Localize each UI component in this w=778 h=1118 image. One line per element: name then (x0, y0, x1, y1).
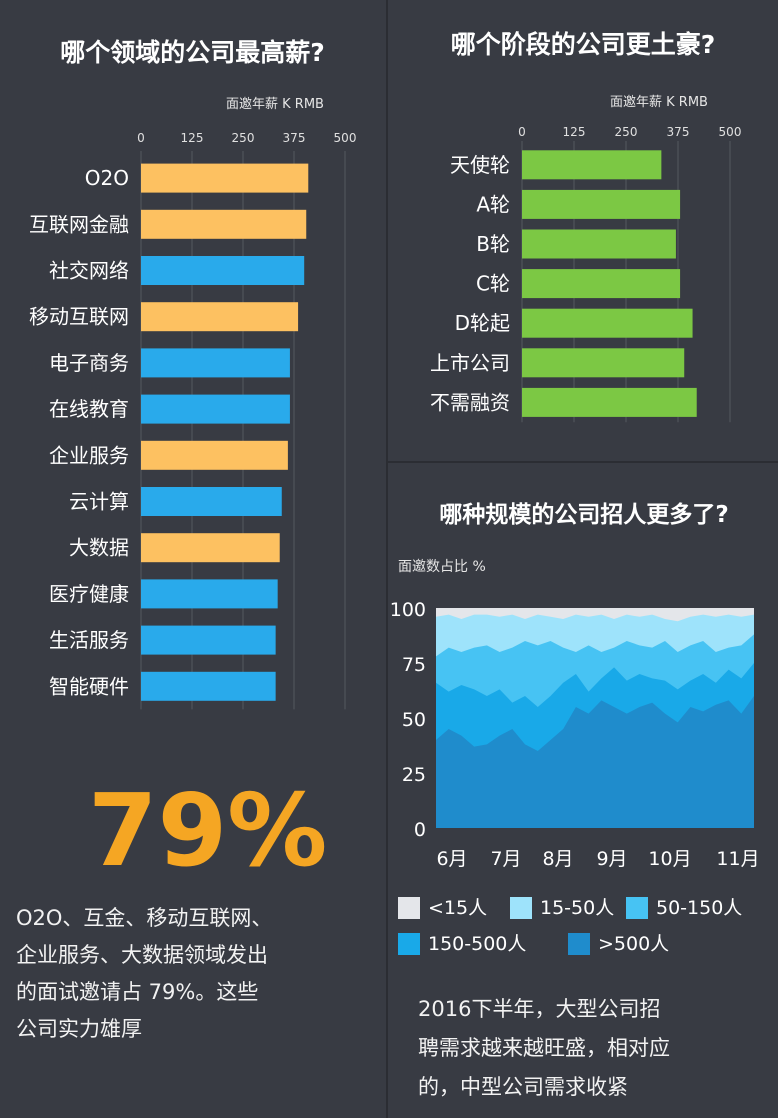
vertical-divider (386, 0, 388, 1118)
bar (522, 189, 681, 219)
category-label: C轮 (476, 272, 510, 296)
bar (141, 579, 278, 609)
chart1-title: 哪个领域的公司最高薪? (60, 38, 325, 67)
callout-line: 企业服务、大数据领域发出 (16, 943, 268, 967)
bar (141, 487, 282, 516)
tick-label: 0 (518, 125, 526, 139)
category-label: 在线教育 (49, 397, 129, 421)
category-label: 医疗健康 (49, 582, 129, 606)
bar (141, 302, 299, 332)
bar (141, 348, 290, 378)
category-label: 上市公司 (430, 351, 510, 375)
chart3-title: 哪种规模的公司招人更多了? (439, 502, 729, 528)
horizontal-divider (388, 461, 778, 463)
x-tick-label: 10月 (648, 848, 691, 870)
tick-label: 0 (137, 131, 145, 145)
category-label: B轮 (476, 232, 510, 256)
industry-salary-chart: 0 125 250 375 500 O2O 互联网金融社交网络移动互联网电子商务在线教育企业… (29, 131, 357, 710)
bar (522, 387, 697, 417)
bar (141, 394, 290, 424)
bar (522, 269, 681, 299)
chart1-unit-label: 面邀年薪 K RMB (226, 97, 324, 112)
bar (141, 533, 280, 563)
x-tick-label: 7月 (490, 848, 521, 870)
x-tick-label: 11月 (716, 848, 759, 870)
bar (141, 671, 276, 701)
legend-label: 15-50人 (540, 897, 614, 919)
y-tick-label: 25 (402, 764, 426, 786)
tick-label: 125 (563, 125, 586, 139)
category-label: 移动互联网 (29, 305, 129, 329)
legend-label: <15人 (428, 897, 487, 919)
note-line: 的，中型公司需求收紧 (418, 1075, 628, 1099)
category-label: 大数据 (69, 536, 129, 560)
legend-swatch (568, 933, 590, 955)
legend-swatch (398, 933, 420, 955)
category-label: 不需融资 (430, 390, 510, 414)
bar (141, 163, 309, 193)
note-text: 2016下半年，大型公司招 聘需求越来越旺盛，相对应 的，中型公司需求收紧 (418, 990, 670, 1107)
bar (141, 256, 305, 285)
legend-label: 50-150人 (656, 897, 742, 919)
bar (141, 209, 307, 239)
note-line: 2016下半年，大型公司招 (418, 997, 661, 1021)
category-label: 生活服务 (49, 628, 129, 652)
callout-line: O2O、互金、移动互联网、 (16, 906, 273, 930)
category-label: 互联网金融 (29, 212, 129, 236)
x-tick-label: 8月 (542, 848, 573, 870)
legend-swatch (510, 897, 532, 919)
tick-label: 250 (615, 125, 638, 139)
x-tick-label: 6月 (436, 848, 467, 870)
company-size-area-chart: 100 75 50 25 0 6月 7月 8月 9月 10月 11月 <15人 15-50人 50-150… (390, 599, 760, 955)
category-label: 云计算 (69, 490, 129, 514)
bar (141, 625, 276, 655)
y-tick-label: 0 (414, 819, 426, 841)
chart2-title: 哪个阶段的公司更土豪? (450, 30, 716, 59)
tick-label: 375 (667, 125, 690, 139)
note-line: 聘需求越来越旺盛，相对应 (418, 1036, 670, 1060)
bar (141, 440, 288, 470)
bar (522, 348, 685, 378)
legend-swatch (398, 897, 420, 919)
category-label: 天使轮 (450, 153, 510, 177)
category-label: A轮 (476, 192, 510, 216)
chart3-ylabel: 面邀数占比 % (398, 559, 486, 575)
category-label: 企业服务 (49, 443, 129, 467)
category-label: 电子商务 (49, 351, 129, 375)
y-tick-label: 100 (390, 599, 426, 621)
legend-label: 150-500人 (428, 933, 526, 955)
y-tick-label: 75 (402, 654, 426, 676)
tick-label: 250 (232, 131, 255, 145)
x-tick-label: 9月 (596, 848, 627, 870)
tick-label: 375 (283, 131, 306, 145)
callout-line: 公司实力雄厚 (16, 1017, 142, 1041)
bar (522, 229, 676, 259)
category-label: 社交网络 (49, 259, 129, 283)
category-label: O2O (85, 166, 129, 190)
tick-label: 500 (719, 125, 742, 139)
area-series (436, 696, 754, 828)
legend-swatch (626, 897, 648, 919)
callout-text: O2O、互金、移动互联网、 企业服务、大数据领域发出 的面试邀请占 79%。这些… (16, 900, 272, 1048)
tick-label: 500 (334, 131, 357, 145)
big-number: 79% (88, 772, 328, 889)
callout-line: 的面试邀请占 79%。这些 (16, 980, 259, 1004)
tick-label: 125 (181, 131, 204, 145)
chart2-unit-label: 面邀年薪 K RMB (610, 95, 708, 110)
y-tick-label: 50 (402, 709, 426, 731)
legend-label: >500人 (598, 933, 669, 955)
bar (522, 150, 662, 180)
category-label: 智能硬件 (49, 674, 129, 698)
bar (522, 308, 693, 338)
category-label: D轮起 (455, 311, 510, 335)
